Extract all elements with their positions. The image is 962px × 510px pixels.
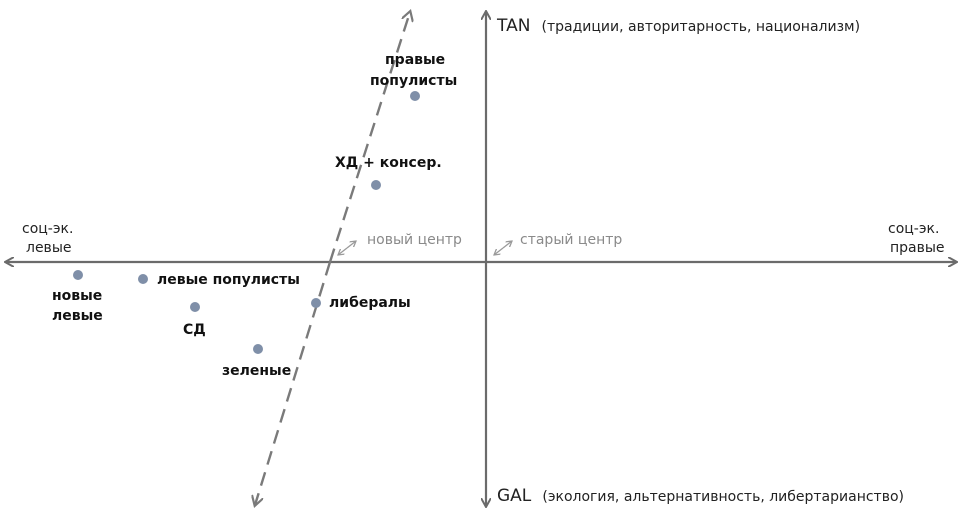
new-center-arrow bbox=[346, 241, 356, 249]
axis-top-main: TAN bbox=[496, 16, 530, 36]
right-populists-label-line1: правые bbox=[385, 52, 445, 68]
axis-bottom-main: GAL bbox=[497, 486, 532, 506]
axis-bottom-sub: (экология, альтернативность, либертариан… bbox=[542, 489, 904, 505]
axis-right-label-line2: правые bbox=[890, 240, 945, 256]
axis-top-label: TAN (традиции, авторитарность, национали… bbox=[496, 16, 860, 36]
old-center-arrow bbox=[502, 241, 512, 249]
axis-right-label-line1: соц-эк. bbox=[888, 221, 939, 237]
cd-conservatives-label: ХД + консер. bbox=[335, 155, 442, 171]
point-left-populists bbox=[138, 274, 148, 284]
left-populists-label: левые популисты bbox=[157, 272, 300, 288]
point-right-populists bbox=[410, 91, 420, 101]
point-greens bbox=[253, 344, 263, 354]
new-cleavage-dashed-line bbox=[328, 12, 410, 263]
old-center-label: старый центр bbox=[520, 232, 622, 248]
sd-label: СД bbox=[183, 322, 206, 338]
right-populists-label-line2: популисты bbox=[370, 73, 457, 89]
new-center-arrow-back bbox=[338, 247, 348, 255]
new-left-label-line1: новые bbox=[52, 288, 102, 304]
axis-left-label-line2: левые bbox=[26, 240, 71, 256]
new-cleavage-dashed-line-lower bbox=[255, 261, 332, 505]
point-new-left bbox=[73, 270, 83, 280]
point-cd-conservatives bbox=[371, 180, 381, 190]
axis-bottom-label: GAL (экология, альтернативность, либерта… bbox=[497, 486, 904, 506]
greens-label: зеленые bbox=[222, 363, 291, 379]
old-center-arrow-back bbox=[494, 247, 504, 255]
axis-top-sub: (традиции, авторитарность, национализм) bbox=[542, 19, 861, 35]
new-left-label-line2: левые bbox=[52, 308, 103, 324]
point-liberals bbox=[311, 298, 321, 308]
point-sd bbox=[190, 302, 200, 312]
axis-left-label-line1: соц-эк. bbox=[22, 221, 73, 237]
new-center-label: новый центр bbox=[367, 232, 462, 248]
liberals-label: либералы bbox=[329, 295, 411, 311]
